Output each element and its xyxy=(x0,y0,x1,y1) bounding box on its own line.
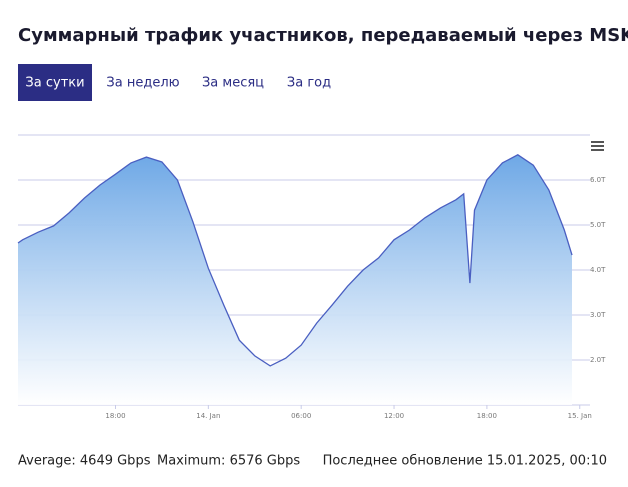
y-tick-label: 4.0T xyxy=(590,266,606,274)
y-tick-label: 6.0T xyxy=(590,176,606,184)
line xyxy=(17,154,573,367)
average: Average: 4649 Gbps xyxy=(18,454,151,469)
updated: Последнее обновление 15.01.2025, 00:10 xyxy=(323,454,607,469)
area xyxy=(18,154,572,405)
y-tick-label: 5.0T xyxy=(590,221,606,229)
tab[interactable]: За неделю xyxy=(106,76,179,91)
menu-icon[interactable] xyxy=(591,141,604,151)
tab[interactable]: За сутки xyxy=(25,76,84,91)
y-tick-label: 2.0T xyxy=(590,356,606,364)
x-tick-label: 06:00 xyxy=(291,412,311,420)
x-tick-label: 12:00 xyxy=(384,412,404,420)
x-tick-label: 18:00 xyxy=(477,412,497,420)
x-tick-label: 18:00 xyxy=(105,412,125,420)
maximum: Maximum: 6576 Gbps xyxy=(157,454,300,469)
x-tick-label: 14. Jan xyxy=(196,412,220,420)
tab[interactable]: За год xyxy=(287,76,331,91)
chart-title: Суммарный трафик участников, передаваемы… xyxy=(18,25,628,46)
active-tab-bg xyxy=(18,64,92,101)
y-tick-label: 3.0T xyxy=(590,311,606,319)
tab[interactable]: За месяц xyxy=(202,76,264,91)
x-tick-label: 15. Jan xyxy=(568,412,592,420)
